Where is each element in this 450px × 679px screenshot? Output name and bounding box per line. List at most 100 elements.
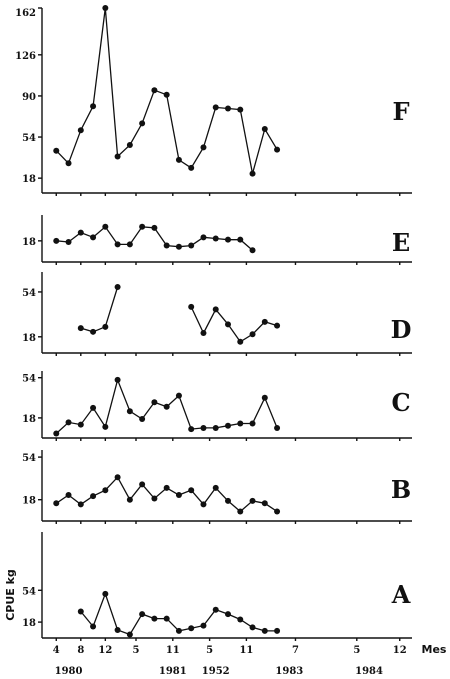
panel-e-point-0-14 — [225, 236, 231, 243]
x-tick-label-2: 12 — [98, 645, 112, 656]
panel-d-point-0-0 — [77, 325, 84, 332]
panel-b-point-0-14 — [225, 497, 231, 504]
x-tick-label-6: 11 — [239, 645, 253, 656]
panel-f-point-0-2 — [77, 127, 84, 134]
panel-e-point-0-6 — [126, 241, 133, 248]
panel-c-point-0-16 — [249, 420, 256, 427]
year-label-2: 1952 — [202, 666, 230, 677]
panel-b-point-0-17 — [261, 500, 268, 507]
panel-a-point-0-13 — [237, 616, 244, 623]
panel-a-point-0-1 — [90, 623, 97, 630]
panel-e-point-0-5 — [114, 241, 121, 248]
year-label-3: 1983 — [275, 666, 303, 677]
panel-b-point-0-6 — [126, 496, 133, 503]
panel-f-ytick-label-2: 90 — [22, 92, 36, 103]
panel-b-point-0-10 — [175, 491, 182, 498]
panel-c-point-0-13 — [212, 424, 219, 431]
panel-d-point-1-7 — [274, 322, 281, 329]
panel-d-point-1-1 — [200, 330, 207, 337]
panel-a-point-0-5 — [139, 611, 146, 618]
panel-f-point-0-1 — [65, 160, 72, 167]
panel-c-ytick-label-0: 18 — [22, 414, 36, 425]
panel-b-letter: B — [391, 475, 411, 504]
panel-d-ytick-label-0: 18 — [22, 333, 36, 344]
panel-d-line-0 — [80, 286, 119, 333]
panel-a-point-0-4 — [126, 631, 133, 638]
panel-e-point-0-3 — [90, 234, 97, 241]
panel-b-point-0-1 — [65, 491, 72, 498]
y-axis-title: CPUE kg — [4, 569, 17, 621]
x-tick-label-4: 11 — [166, 645, 180, 656]
panel-c-point-0-3 — [90, 404, 97, 411]
year-label-4: 1984 — [355, 666, 383, 677]
panel-f-point-0-16 — [249, 170, 256, 177]
panel-a-ytick-label-1: 54 — [22, 586, 36, 597]
panel-c-point-0-10 — [175, 392, 182, 399]
panel-f-point-0-12 — [200, 144, 207, 151]
panel-c-point-0-0 — [53, 430, 60, 437]
x-tick-label-0: 4 — [53, 645, 60, 656]
panel-e-point-0-9 — [163, 242, 170, 249]
panel-c-point-0-9 — [163, 403, 170, 410]
x-tick-label-5: 5 — [206, 645, 213, 656]
panel-e-ytick-label-0: 18 — [22, 237, 36, 248]
panel-c-point-0-18 — [274, 424, 281, 431]
panel-b-point-0-9 — [163, 484, 170, 491]
panel-f-letter: F — [392, 97, 409, 126]
panel-a-point-0-9 — [188, 625, 195, 632]
panel-e-point-0-16 — [249, 247, 256, 254]
panel-d-point-1-2 — [212, 306, 219, 313]
panel-f-point-0-15 — [237, 106, 244, 113]
panel-f-point-0-4 — [102, 5, 109, 11]
panel-f-point-0-0 — [53, 147, 60, 154]
panel-a-point-0-8 — [175, 627, 182, 634]
panel-d-point-0-1 — [90, 328, 97, 335]
panel-c-point-0-12 — [200, 424, 207, 431]
panel-c-point-0-7 — [139, 416, 146, 423]
panel-b-point-0-18 — [274, 508, 281, 515]
panel-a-point-0-10 — [200, 622, 207, 629]
panel-d-point-1-0 — [188, 303, 195, 310]
x-unit-label: Mes — [422, 643, 447, 656]
panel-a-point-0-0 — [77, 608, 84, 615]
panel-a-ytick-label-0: 18 — [22, 618, 36, 629]
year-label-1: 1981 — [159, 666, 187, 677]
panel-a-point-0-7 — [163, 615, 170, 622]
panel-e-point-0-11 — [188, 242, 195, 249]
panel-c-point-0-14 — [225, 422, 231, 429]
panel-d-point-1-3 — [225, 321, 231, 328]
panel-d-point-0-2 — [102, 323, 109, 330]
panel-b-point-0-4 — [102, 487, 109, 494]
panel-c-point-0-4 — [102, 423, 109, 430]
panel-f-point-0-13 — [212, 104, 219, 111]
panel-b-point-0-13 — [212, 484, 219, 491]
panel-b-point-0-8 — [151, 495, 158, 502]
panel-d-point-1-5 — [249, 331, 256, 338]
panel-f-point-0-18 — [274, 146, 281, 153]
panel-b-point-0-3 — [90, 493, 97, 500]
panel-a-point-0-3 — [114, 627, 121, 634]
panel-a-point-0-16 — [274, 627, 281, 634]
panel-f-point-0-9 — [163, 91, 170, 98]
x-tick-label-9: 12 — [393, 645, 407, 656]
panel-c-point-0-17 — [261, 394, 268, 401]
panel-d-ytick-label-1: 54 — [22, 288, 36, 299]
panel-f-point-0-17 — [261, 126, 268, 133]
panel-c-ytick-label-1: 54 — [22, 374, 36, 385]
panel-e-point-0-1 — [65, 239, 72, 246]
x-tick-label-3: 5 — [133, 645, 140, 656]
year-label-0: 1980 — [55, 666, 83, 677]
panel-c-point-0-5 — [114, 376, 121, 383]
panel-b-point-0-2 — [77, 501, 84, 508]
panel-f-point-0-7 — [139, 120, 146, 127]
panel-f-point-0-6 — [126, 142, 133, 149]
panel-d-letter: D — [391, 315, 412, 344]
panel-e-point-0-4 — [102, 223, 109, 230]
panel-a-point-0-2 — [102, 590, 109, 597]
panel-b-line-0 — [55, 476, 278, 513]
panel-e-point-0-0 — [53, 237, 60, 244]
panel-f-ytick-label-3: 126 — [15, 51, 36, 62]
panel-e-point-0-8 — [151, 224, 158, 231]
panel-f-point-0-14 — [225, 105, 231, 112]
